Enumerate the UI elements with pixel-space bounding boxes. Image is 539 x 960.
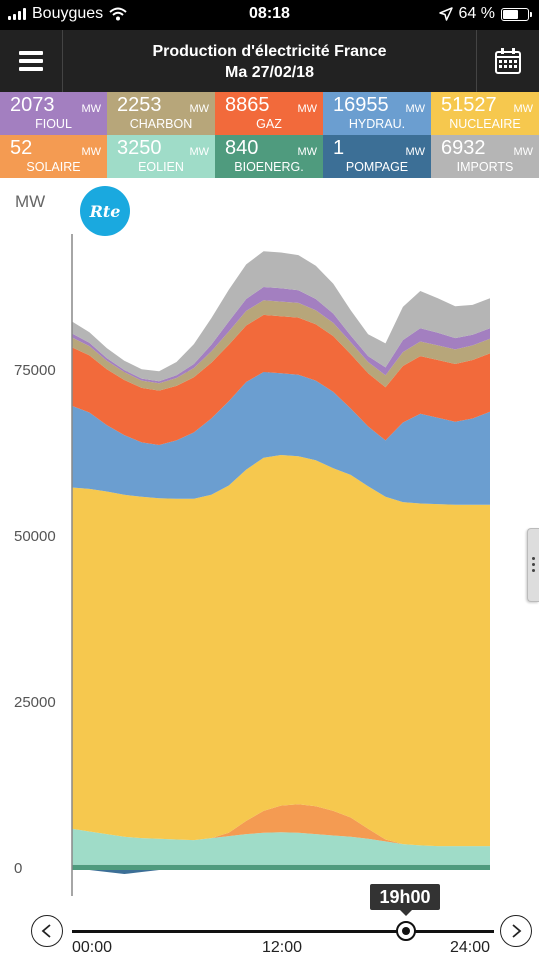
x-tick-mid: 12:00 — [262, 939, 303, 956]
next-button[interactable] — [500, 915, 532, 947]
tile-unit: MW — [81, 146, 101, 158]
status-bar: Bouygues 08:18 64 % — [0, 0, 539, 30]
area-imports — [72, 251, 490, 382]
tile-label: BIOENERG. — [234, 160, 304, 174]
tile-label: HYDRAU. — [348, 117, 406, 131]
production-tiles: 2073 MW FIOUL 2253 MW CHARBON 8865 MW GAZ 16955 MW… — [0, 92, 539, 178]
app-header: Production d'électricité France Ma 27/02… — [0, 30, 539, 92]
timeline-knob[interactable] — [396, 921, 417, 941]
area-nucleaire — [72, 455, 490, 847]
tile-value: 16955 — [333, 94, 389, 116]
wifi-icon — [109, 7, 127, 21]
tile-unit: MW — [405, 103, 425, 115]
area-hydrau — [72, 372, 490, 505]
tile-charbon[interactable]: 2253 MW CHARBON — [107, 92, 215, 135]
tile-gaz[interactable]: 8865 MW GAZ — [215, 92, 323, 135]
tile-pompage[interactable]: 1 MW POMPAGE — [323, 135, 431, 178]
tile-unit: MW — [189, 103, 209, 115]
tile-unit: MW — [405, 146, 425, 158]
calendar-icon — [495, 48, 521, 74]
timeline-track[interactable] — [72, 930, 494, 933]
tile-value: 1 — [333, 137, 345, 159]
chevron-right-icon — [512, 924, 522, 938]
header-titles: Production d'électricité France Ma 27/02… — [63, 41, 476, 83]
x-tick-start: 00:00 — [72, 939, 113, 956]
menu-icon — [19, 51, 43, 71]
page-title: Production d'électricité France — [152, 43, 387, 60]
status-time: 08:18 — [249, 5, 290, 22]
tile-label: POMPAGE — [345, 160, 409, 174]
tile-hydrau[interactable]: 16955 MW HYDRAU. — [323, 92, 431, 135]
tile-value: 52 — [10, 137, 33, 159]
status-right: 64 % — [438, 5, 532, 23]
tile-label: FIOUL — [35, 117, 72, 131]
tile-unit: MW — [297, 146, 317, 158]
battery-icon — [501, 7, 532, 21]
y-tick-label: 0 — [14, 860, 23, 877]
y-tick-label: 75000 — [14, 362, 56, 379]
tile-nucleaire[interactable]: 51527 MW NUCLEAIRE — [431, 92, 539, 135]
rte-logo-text: Rte — [89, 201, 121, 221]
tile-eolien[interactable]: 3250 MW EOLIEN — [107, 135, 215, 178]
tile-label: SOLAIRE — [26, 160, 81, 174]
side-drawer-handle[interactable] — [527, 528, 539, 602]
more-vertical-icon — [532, 557, 535, 575]
chart-area: MW Rte 0 25000 50000 75000 — [0, 178, 539, 900]
tile-bioenerg[interactable]: 840 MW BIOENERG. — [215, 135, 323, 178]
tile-value: 2073 — [10, 94, 55, 116]
menu-button[interactable] — [0, 30, 63, 92]
battery-fill — [503, 9, 518, 19]
tile-unit: MW — [81, 103, 101, 115]
tile-value: 840 — [225, 137, 259, 159]
tile-label: NUCLEAIRE — [449, 117, 521, 131]
production-chart[interactable] — [0, 178, 539, 900]
tile-unit: MW — [513, 103, 533, 115]
tile-value: 6932 — [441, 137, 486, 159]
tile-unit: MW — [513, 146, 533, 158]
location-arrow-icon — [438, 7, 453, 21]
tile-value: 8865 — [225, 94, 270, 116]
y-tick-label: 25000 — [14, 694, 56, 711]
tile-solaire[interactable]: 52 MW SOLAIRE — [0, 135, 107, 178]
signal-icon — [8, 8, 26, 20]
chevron-left-icon — [41, 924, 51, 938]
tile-label: GAZ — [256, 117, 282, 131]
area-bioenerg — [72, 864, 490, 870]
tile-value: 3250 — [117, 137, 162, 159]
calendar-button[interactable] — [476, 30, 539, 92]
area-eolien — [72, 828, 490, 865]
area-solaire — [72, 804, 490, 847]
area-pompage — [72, 870, 490, 874]
x-tick-end: 24:00 — [450, 939, 491, 956]
y-axis-unit: MW — [15, 192, 46, 211]
page-date: Ma 27/02/18 — [225, 64, 314, 81]
tile-unit: MW — [189, 146, 209, 158]
tile-imports[interactable]: 6932 MW IMPORTS — [431, 135, 539, 178]
status-left: Bouygues — [8, 5, 127, 23]
tile-label: IMPORTS — [456, 160, 514, 174]
rte-logo: Rte — [80, 186, 130, 236]
battery-percent: 64 % — [458, 5, 495, 22]
current-time-badge: 19h00 — [370, 884, 440, 916]
area-gaz — [72, 314, 490, 445]
tile-unit: MW — [297, 103, 317, 115]
tile-value: 2253 — [117, 94, 162, 116]
prev-button[interactable] — [31, 915, 63, 947]
tile-fioul[interactable]: 2073 MW FIOUL — [0, 92, 107, 135]
tile-value: 51527 — [441, 94, 497, 116]
y-tick-label: 50000 — [14, 528, 56, 545]
tile-label: CHARBON — [129, 117, 193, 131]
tile-label: EOLIEN — [138, 160, 184, 174]
carrier-name: Bouygues — [32, 5, 104, 22]
